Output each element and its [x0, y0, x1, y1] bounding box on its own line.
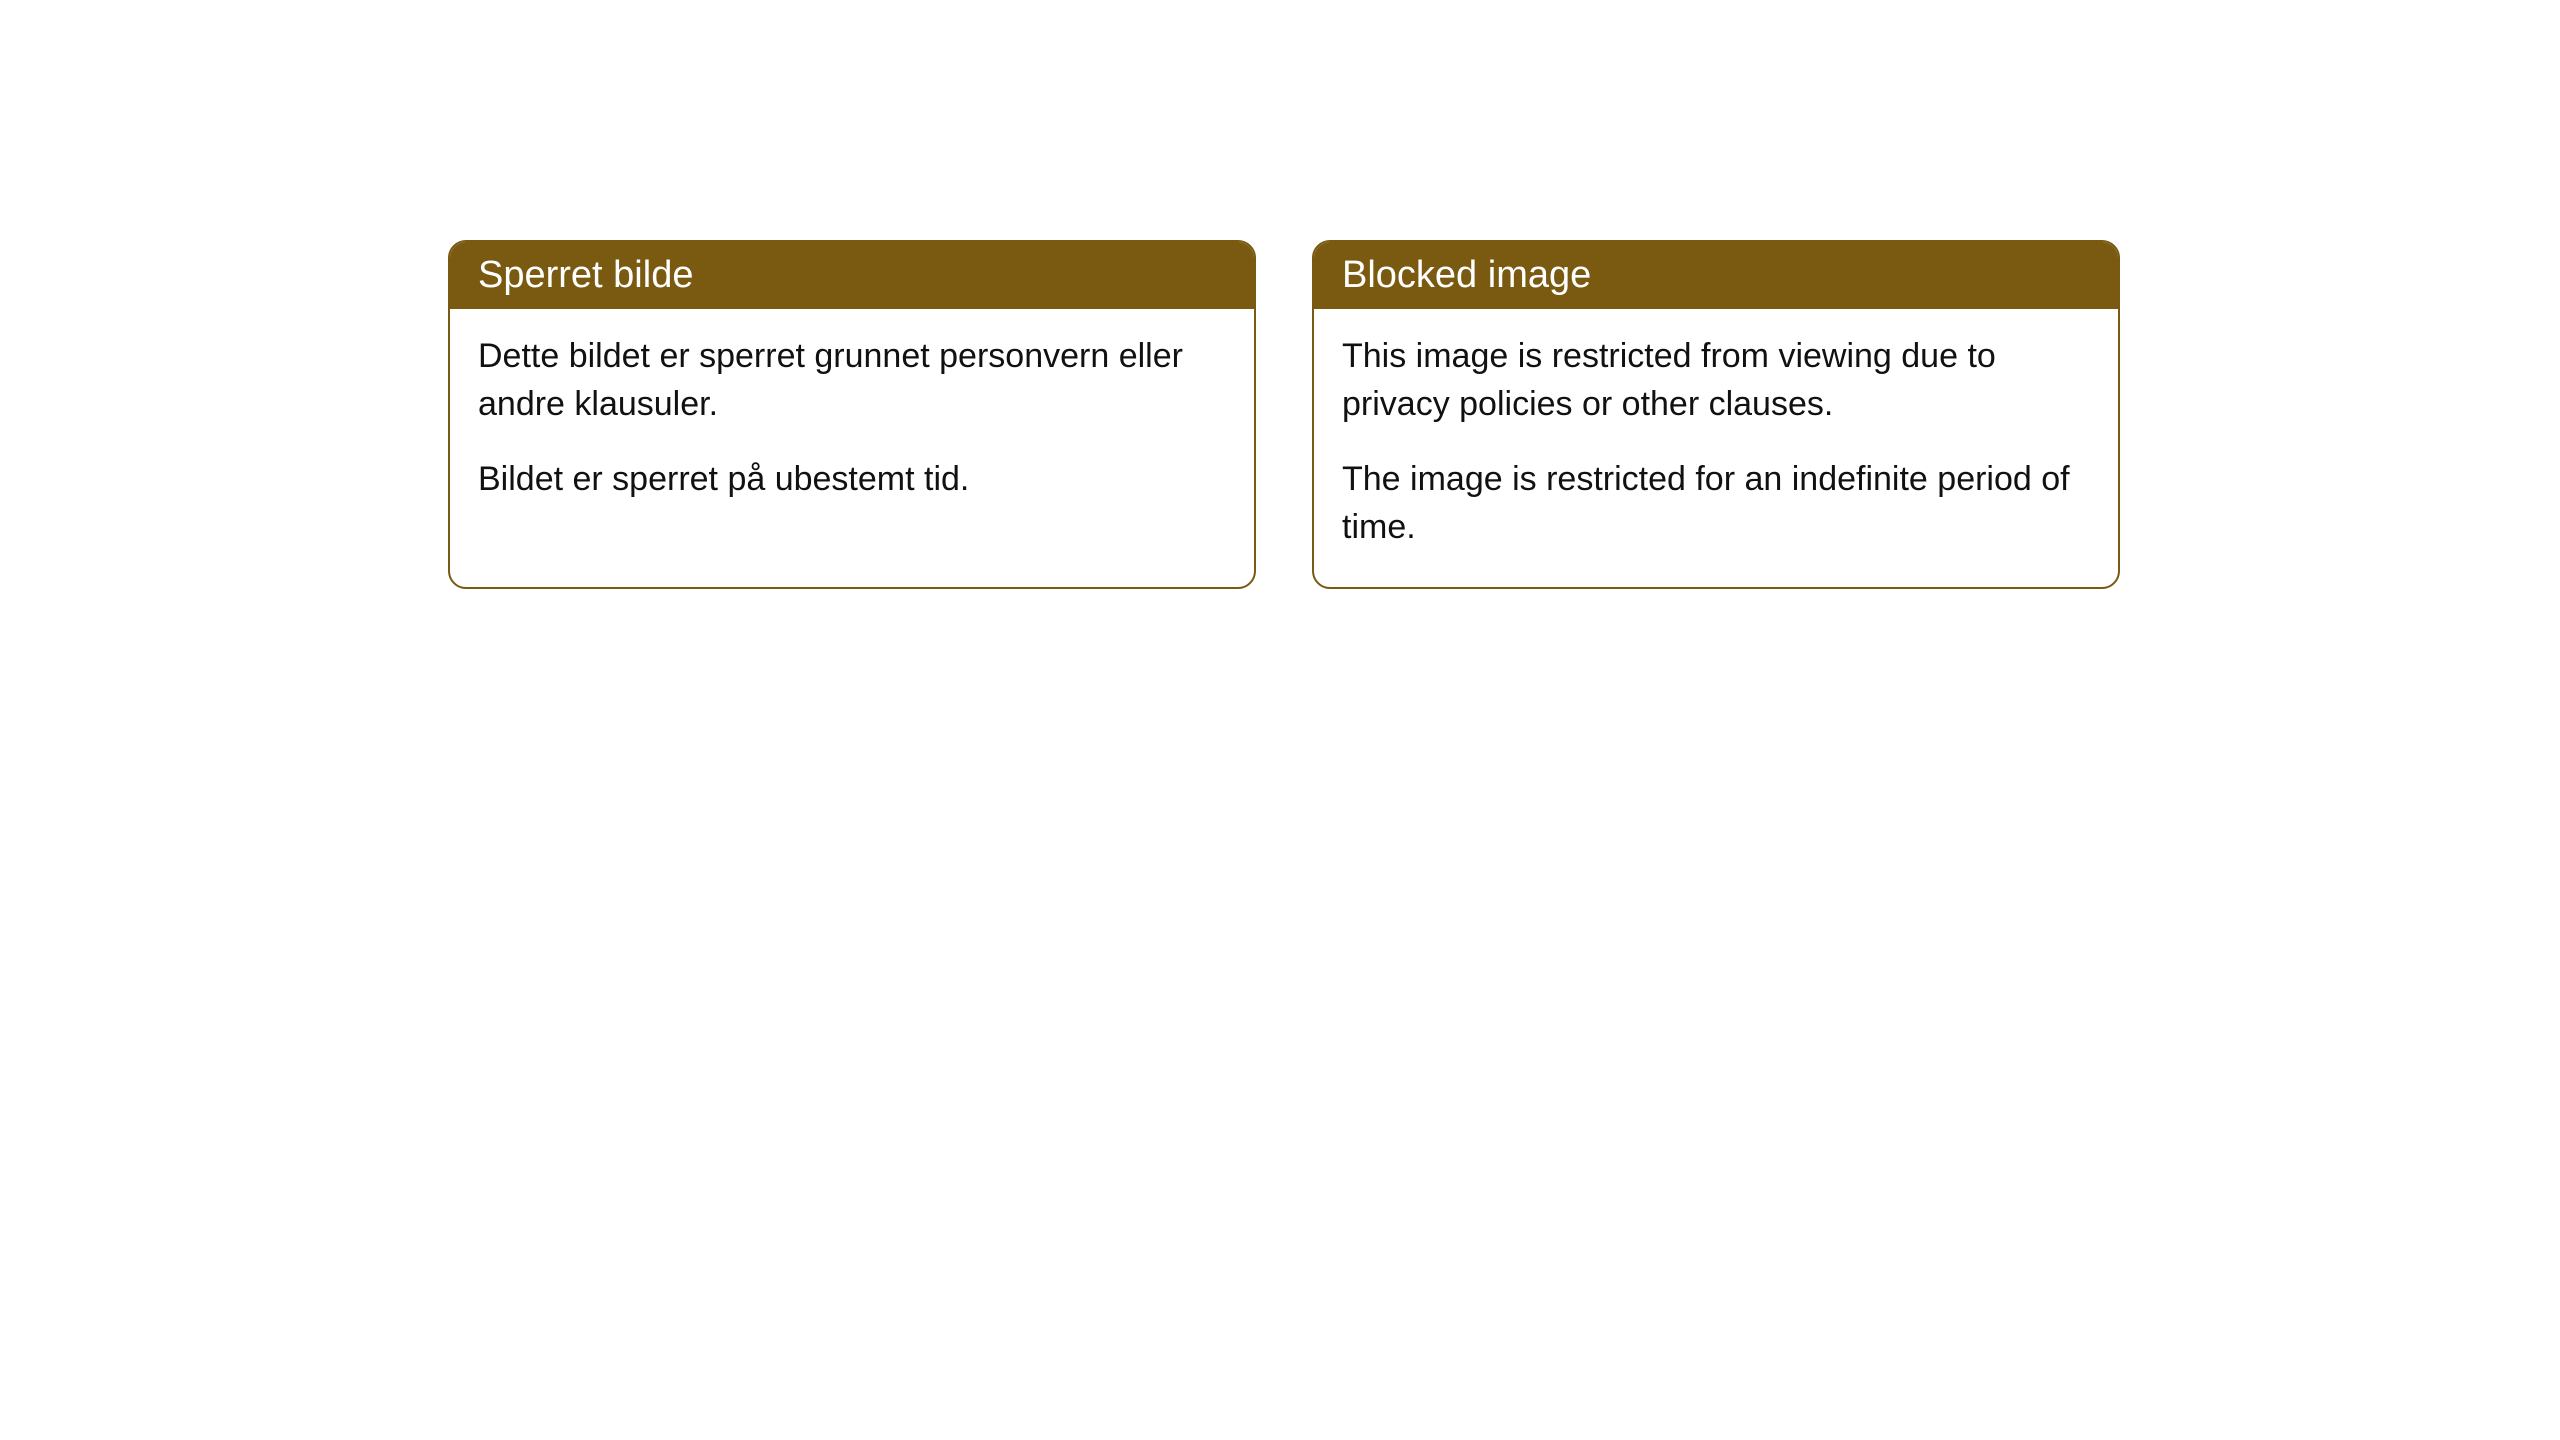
card-title-english: Blocked image: [1342, 254, 1591, 296]
card-norwegian: Sperret bilde Dette bildet er sperret gr…: [448, 240, 1256, 589]
card-header-english: Blocked image: [1314, 242, 2118, 309]
card-english: Blocked image This image is restricted f…: [1312, 240, 2120, 589]
card-paragraph1-norwegian: Dette bildet er sperret grunnet personve…: [478, 333, 1226, 428]
card-paragraph2-norwegian: Bildet er sperret på ubestemt tid.: [478, 456, 1226, 504]
card-title-norwegian: Sperret bilde: [478, 254, 693, 296]
card-body-english: This image is restricted from viewing du…: [1314, 309, 2118, 587]
cards-container: Sperret bilde Dette bildet er sperret gr…: [448, 240, 2120, 589]
card-header-norwegian: Sperret bilde: [450, 242, 1254, 309]
card-body-norwegian: Dette bildet er sperret grunnet personve…: [450, 309, 1254, 540]
card-paragraph1-english: This image is restricted from viewing du…: [1342, 333, 2090, 428]
card-paragraph2-english: The image is restricted for an indefinit…: [1342, 456, 2090, 551]
